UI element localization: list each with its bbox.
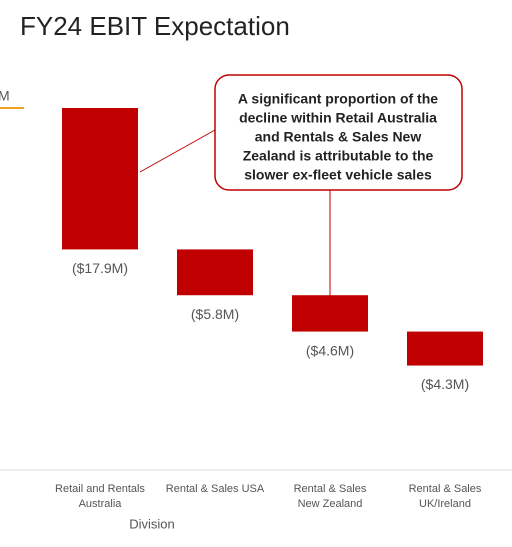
bar (177, 249, 253, 296)
value-label: ($4.6M) (306, 342, 354, 358)
callout-line (139, 129, 216, 173)
chart-title: FY24 EBIT Expectation (20, 11, 290, 41)
annotation-text: Zealand is attributable to the (243, 148, 434, 164)
start-label: M (0, 88, 10, 104)
x-tick-label: Rental & Sales (409, 483, 482, 495)
x-axis-label: Division (129, 516, 175, 531)
value-label: ($17.9M) (72, 260, 128, 276)
x-tick-label: New Zealand (298, 498, 363, 510)
x-tick-label: Rental & Sales USA (166, 483, 265, 495)
value-label: ($4.3M) (421, 376, 469, 392)
annotation-text: decline within Retail Australia (239, 110, 437, 126)
value-label: ($5.8M) (191, 306, 239, 322)
x-tick-label: Australia (79, 498, 123, 510)
annotation-box (214, 74, 463, 191)
bar (62, 108, 138, 250)
annotation-text: slower ex-fleet vehicle sales (244, 167, 432, 183)
x-tick-label: UK/Ireland (419, 498, 471, 510)
annotation-text: A significant proportion of the (238, 91, 438, 107)
x-tick-label: Rental & Sales (294, 483, 367, 495)
bar (292, 295, 368, 332)
annotation-text: and Rentals & Sales New (255, 129, 422, 145)
x-tick-label: Retail and Rentals (55, 483, 145, 495)
bar (407, 331, 483, 366)
